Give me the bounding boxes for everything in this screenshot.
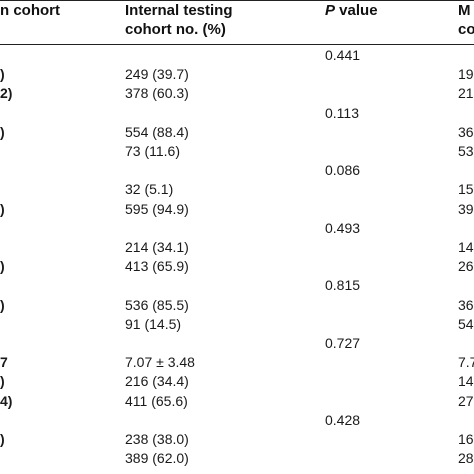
table-cell-r17-c1: 216 (34.4)	[125, 373, 189, 389]
table-cell-r4-c0: )	[0, 124, 5, 140]
table-cell-r5-c1: 73 (11.6)	[125, 143, 180, 159]
table-cell-r1-c1: 249 (39.7)	[125, 66, 189, 82]
table-cell-r16-c1: 7.07 ± 3.48	[125, 354, 195, 370]
table-cell-r17-c0: )	[0, 373, 5, 389]
table-cell-r17-c3: 14	[458, 373, 474, 389]
header-internal-testing-line1: Internal testing	[125, 2, 233, 19]
table-cell-r10-c1: 214 (34.1)	[125, 239, 189, 255]
table-cell-r2-c3: 21	[458, 85, 474, 101]
table-cell-r8-c3: 39	[458, 201, 474, 217]
table-cell-r16-c0: 7	[0, 354, 8, 370]
table-cell-r8-c1: 595 (94.9)	[125, 201, 189, 217]
table-cell-r21-c3: 28	[458, 450, 474, 466]
table-cell-r1-c3: 19	[458, 66, 474, 82]
table-cell-r2-c0: 2)	[0, 85, 13, 101]
header-p-value: P value	[325, 2, 378, 20]
table-cell-r4-c1: 554 (88.4)	[125, 124, 189, 140]
table-cell-r10-c3: 14	[458, 239, 474, 255]
table-cell-r9-c2: 0.493	[325, 220, 361, 236]
table-cell-r0-c2: 0.441	[325, 47, 361, 63]
table-cell-r1-c0: )	[0, 66, 5, 82]
table-cell-r18-c3: 27	[458, 393, 474, 409]
header-rule	[0, 44, 474, 45]
table-cell-r18-c1: 411 (65.6)	[125, 393, 188, 409]
table-cell-r13-c3: 36	[458, 297, 474, 313]
table-cell-r18-c0: 4)	[0, 393, 13, 409]
table-cell-r5-c3: 53	[458, 143, 474, 159]
table-cell-r11-c3: 26	[458, 258, 474, 274]
table-cell-r6-c2: 0.086	[325, 162, 361, 178]
table-cell-r7-c1: 32 (5.1)	[125, 181, 174, 197]
header-col3-line2: co	[458, 21, 474, 38]
table-cell-r14-c3: 54	[458, 316, 474, 332]
table-cell-r20-c1: 238 (38.0)	[125, 431, 189, 447]
header-cohort-label: n cohort	[0, 2, 60, 19]
header-p-italic: P	[325, 2, 336, 19]
table-cell-r13-c0: )	[0, 297, 5, 313]
table-cell-r4-c3: 36	[458, 124, 474, 140]
table-cell-r20-c3: 16	[458, 431, 474, 447]
table-cell-r21-c1: 389 (62.0)	[125, 450, 189, 466]
header-internal-testing-line2: cohort no. (%)	[125, 21, 226, 38]
table-cell-r20-c0: )	[0, 431, 5, 447]
table-cell-r11-c1: 413 (65.9)	[125, 258, 189, 274]
table-cell-r14-c1: 91 (14.5)	[125, 316, 182, 332]
header-p-rest: value	[335, 2, 378, 19]
table-cell-r19-c2: 0.428	[325, 412, 361, 428]
table-cell-r16-c3: 7.7	[458, 354, 474, 370]
table-cell-r7-c3: 15	[458, 181, 474, 197]
table-cell-r13-c1: 536 (85.5)	[125, 297, 189, 313]
table-cell-r8-c0: )	[0, 201, 5, 217]
table-top-rule	[0, 0, 474, 1]
table-cell-r15-c2: 0.727	[325, 335, 361, 351]
table-cell-r11-c0: )	[0, 258, 5, 274]
table-cell-r12-c2: 0.815	[325, 277, 361, 293]
table-cell-r3-c2: 0.113	[325, 105, 359, 121]
header-col3-line1: M	[458, 2, 471, 19]
table-cell-r2-c1: 378 (60.3)	[125, 85, 189, 101]
